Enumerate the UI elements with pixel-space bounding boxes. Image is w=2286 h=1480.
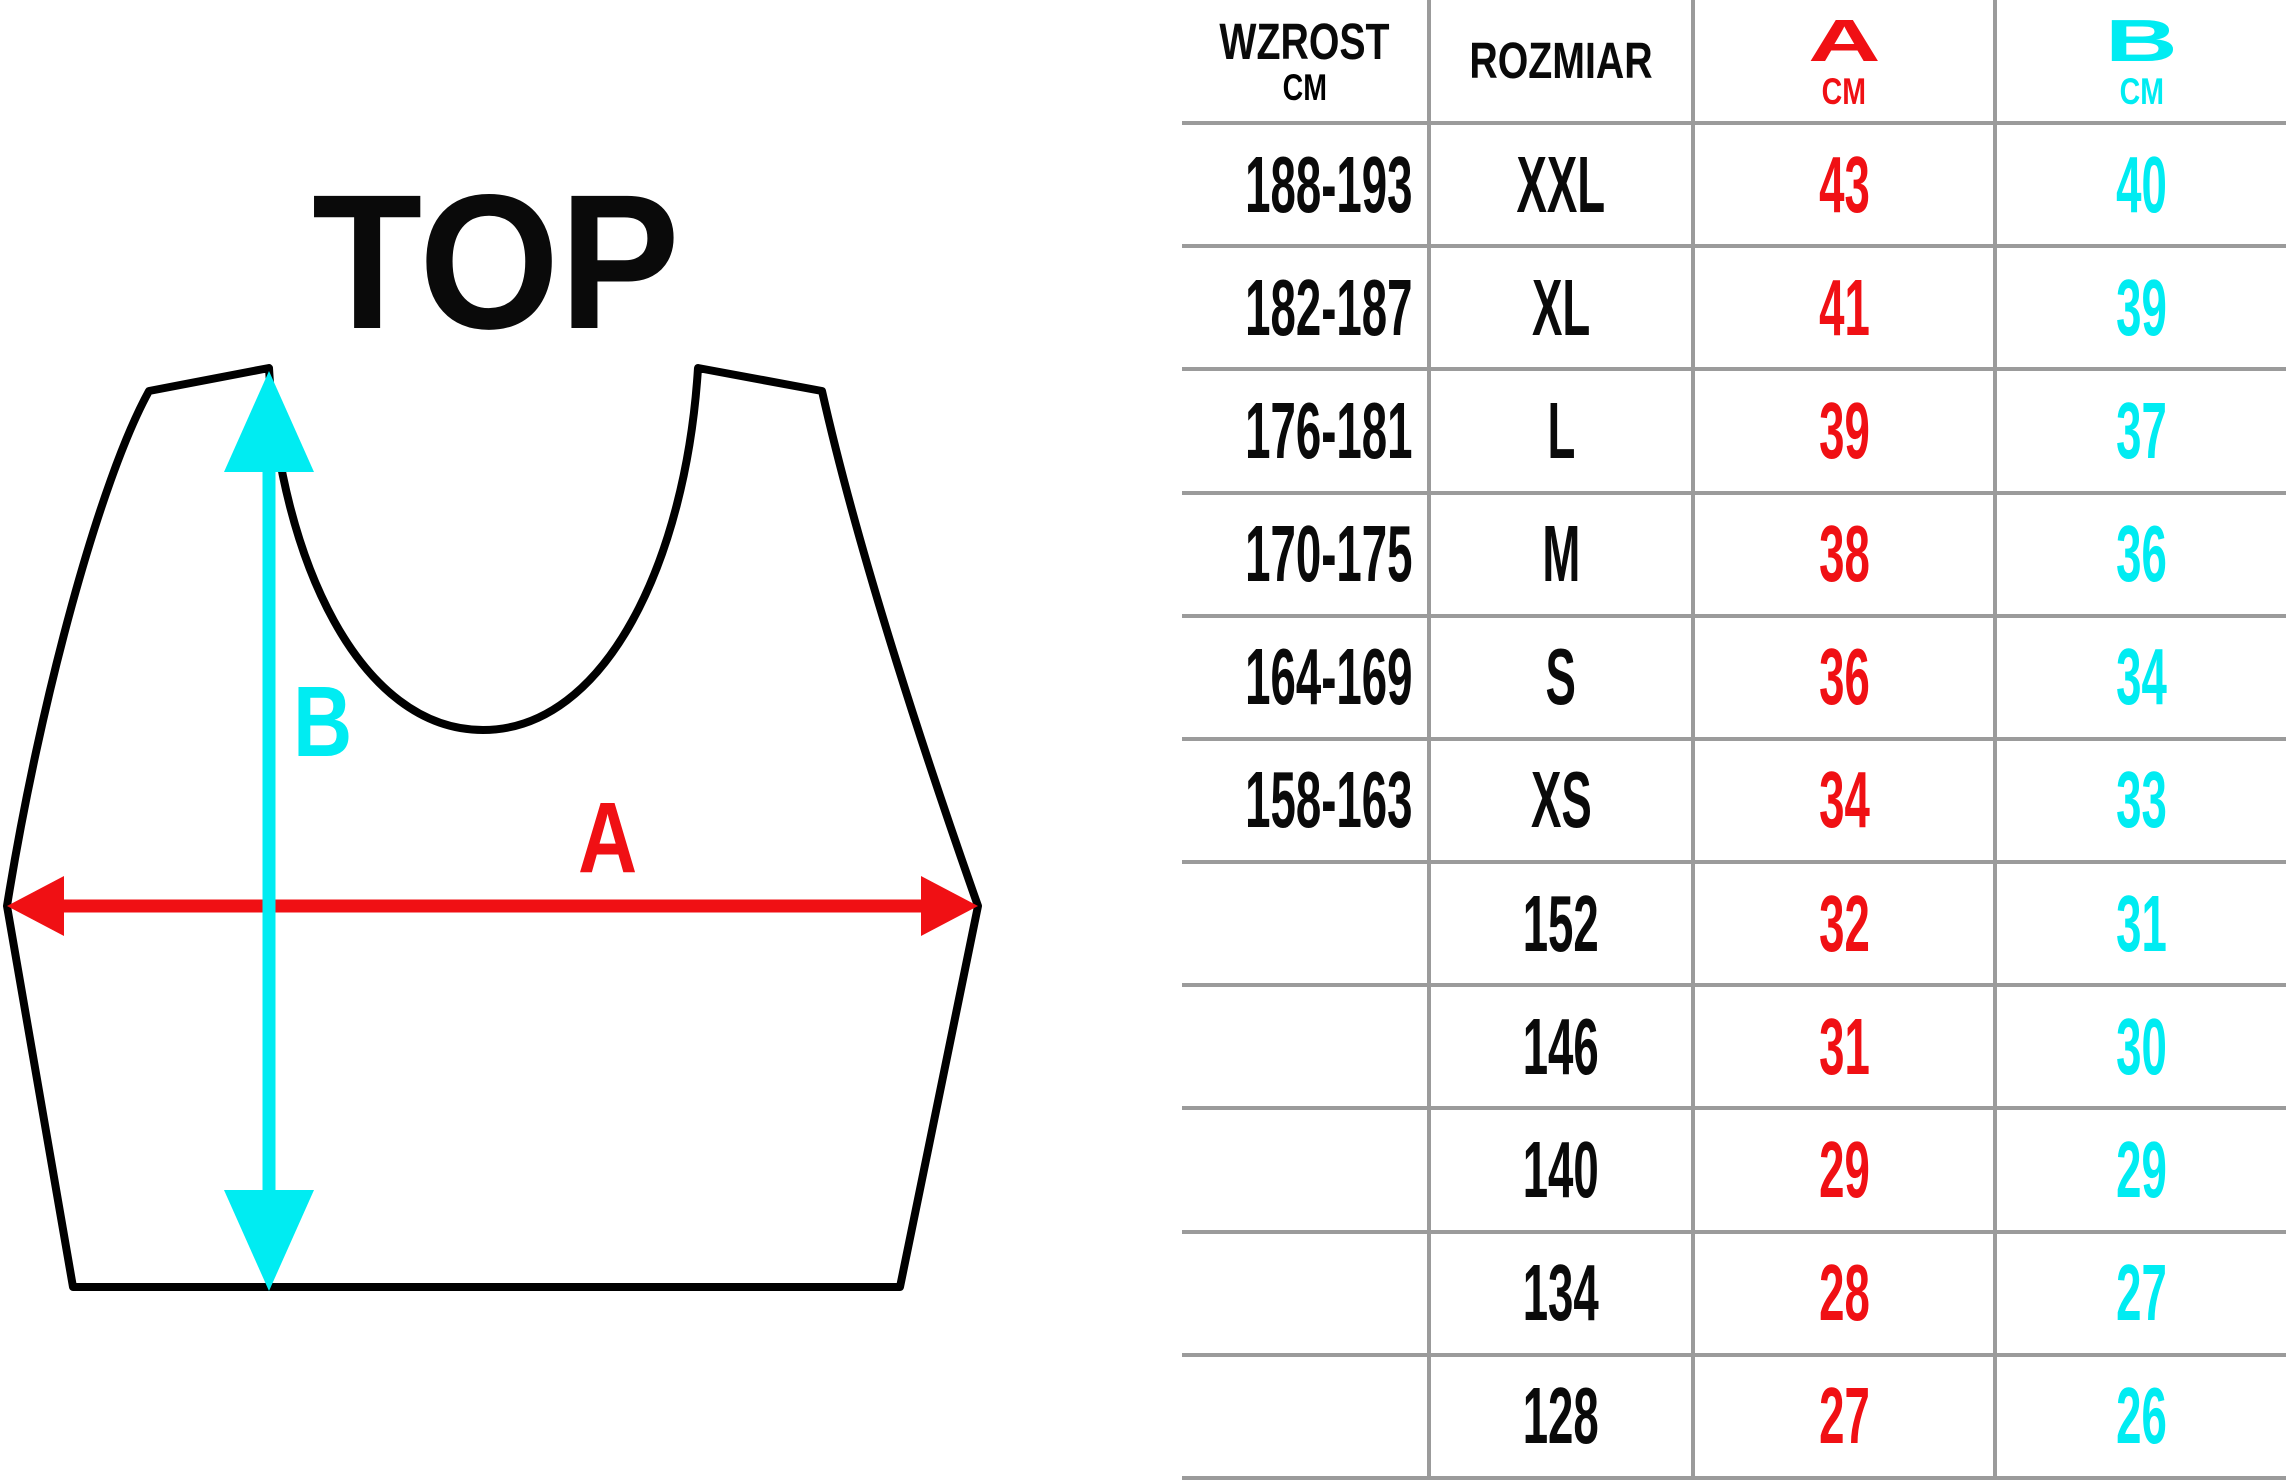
- cell-b: 34: [1993, 615, 2286, 741]
- col-header-b: B CM: [1993, 0, 2286, 125]
- garment-diagram: [3, 364, 982, 1291]
- table-row: 134 28 27: [1182, 1231, 2286, 1357]
- cell-b: 26: [1993, 1354, 2286, 1480]
- cell-b: 39: [1993, 246, 2286, 372]
- table-row: 146 31 30: [1182, 985, 2286, 1111]
- cell-b: 37: [1993, 369, 2286, 495]
- table-row: 176-181 L 39 37: [1182, 369, 2286, 495]
- cell-wzrost: 158-163: [1182, 738, 1429, 865]
- cell-rozmiar: 146: [1427, 985, 1693, 1111]
- cell-wzrost: 176-181: [1182, 369, 1429, 495]
- cell-a: 29: [1691, 1108, 1995, 1234]
- table-row: 158-163 XS 34 33: [1182, 738, 2286, 865]
- table-row: 182-187 XL 41 39: [1182, 246, 2286, 372]
- table-row: 140 29 29: [1182, 1108, 2286, 1234]
- width-arrow: [7, 876, 978, 936]
- page-title: TOP: [312, 154, 680, 369]
- cell-b: 31: [1993, 862, 2286, 988]
- cell-a: 38: [1691, 492, 1995, 618]
- cell-a: 27: [1691, 1354, 1995, 1480]
- width-measure-label: A: [578, 782, 638, 894]
- cell-a: 32: [1691, 862, 1995, 988]
- table-row: 164-169 S 36 34: [1182, 615, 2286, 741]
- cell-wzrost: [1182, 1108, 1429, 1234]
- cell-a: 43: [1691, 123, 1995, 249]
- tank-top-outline: [3, 364, 982, 1291]
- cell-rozmiar: 152: [1427, 862, 1693, 988]
- col-header-rozmiar: ROZMIAR: [1427, 0, 1693, 125]
- table-row: 188-193 XXL 43 40: [1182, 123, 2286, 249]
- col-header-a: A CM: [1691, 0, 1995, 125]
- table-row: 152 32 31: [1182, 862, 2286, 988]
- cell-b: 40: [1993, 123, 2286, 249]
- cell-wzrost: [1182, 862, 1429, 988]
- cell-a: 41: [1691, 246, 1995, 372]
- cell-rozmiar: 134: [1427, 1231, 1693, 1357]
- cell-b: 36: [1993, 492, 2286, 618]
- cell-b: 27: [1993, 1231, 2286, 1357]
- cell-wzrost: 188-193: [1182, 123, 1429, 249]
- size-table: WZROST CM ROZMIAR A CM: [1182, 0, 2286, 1480]
- cell-rozmiar: 128: [1427, 1354, 1693, 1480]
- cell-rozmiar: XXL: [1427, 123, 1693, 249]
- cell-wzrost: [1182, 985, 1429, 1111]
- cell-wzrost: [1182, 1231, 1429, 1357]
- col-header-rozmiar-label: ROZMIAR: [1469, 32, 1653, 89]
- cell-b: 30: [1993, 985, 2286, 1111]
- col-header-a-label: A: [1807, 7, 1881, 74]
- cell-a: 34: [1691, 738, 1995, 865]
- table-row: 170-175 M 38 36: [1182, 492, 2286, 618]
- cell-rozmiar: 140: [1427, 1108, 1693, 1234]
- col-header-b-label: B: [2105, 7, 2178, 74]
- length-measure-label: B: [293, 666, 353, 778]
- table-row: 128 27 26: [1182, 1354, 2286, 1480]
- cell-a: 39: [1691, 369, 1995, 495]
- length-arrow: [224, 371, 314, 1291]
- cell-b: 33: [1993, 738, 2286, 865]
- cell-wzrost: 170-175: [1182, 492, 1429, 618]
- col-header-a-unit: CM: [1821, 70, 1867, 112]
- cell-wzrost: 164-169: [1182, 615, 1429, 741]
- cell-a: 28: [1691, 1231, 1995, 1357]
- col-header-wzrost: WZROST CM: [1182, 0, 1429, 125]
- cell-rozmiar: S: [1427, 615, 1693, 741]
- cell-wzrost: [1182, 1354, 1429, 1480]
- col-header-wzrost-unit: CM: [1282, 66, 1327, 108]
- cell-rozmiar: M: [1427, 492, 1693, 618]
- cell-rozmiar: XS: [1427, 738, 1693, 865]
- header-row: WZROST CM ROZMIAR A CM: [1182, 0, 2286, 125]
- cell-b: 29: [1993, 1108, 2286, 1234]
- cell-rozmiar: L: [1427, 369, 1693, 495]
- col-header-b-unit: CM: [2119, 70, 2164, 112]
- cell-a: 36: [1691, 615, 1995, 741]
- col-header-wzrost-label: WZROST: [1219, 12, 1390, 70]
- cell-wzrost: 182-187: [1182, 246, 1429, 372]
- cell-rozmiar: XL: [1427, 246, 1693, 372]
- cell-a: 31: [1691, 985, 1995, 1111]
